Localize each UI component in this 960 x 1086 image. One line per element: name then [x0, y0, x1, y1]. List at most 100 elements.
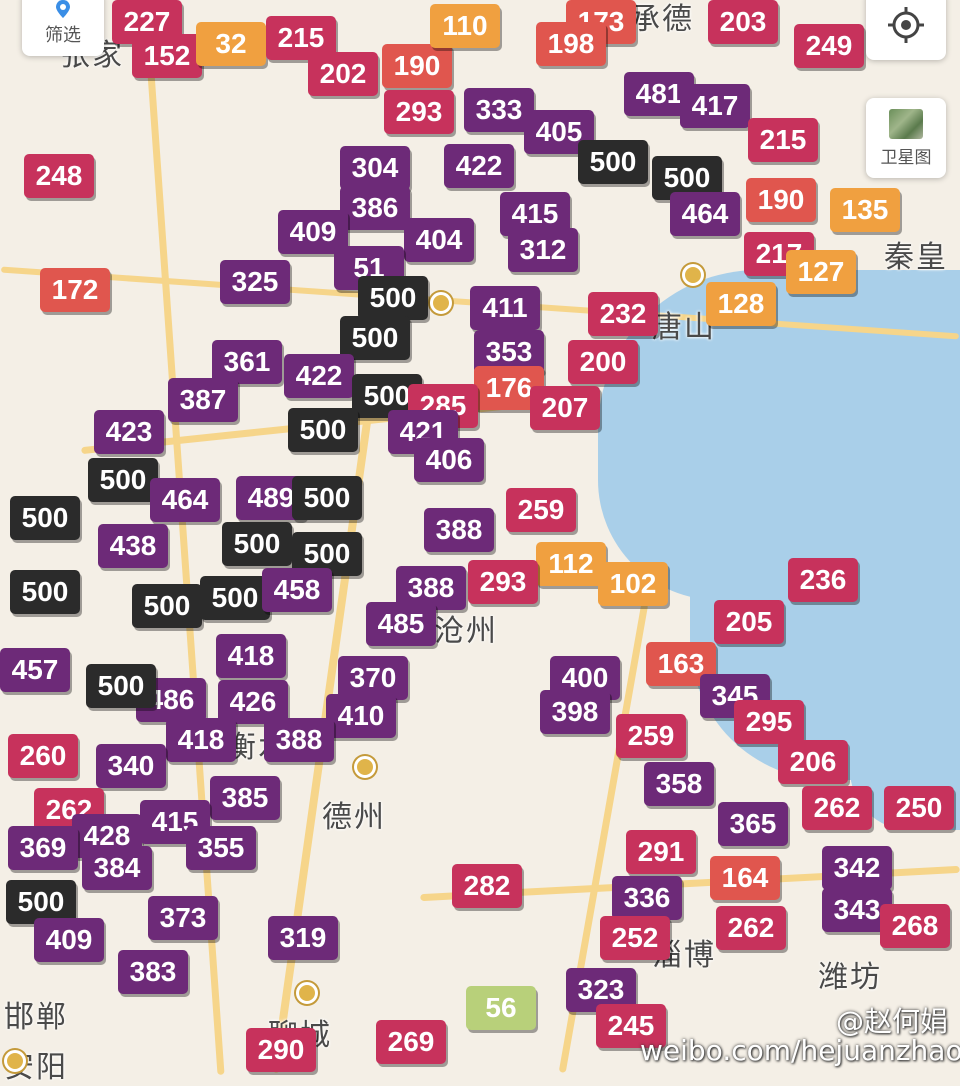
- aqi-marker[interactable]: 252: [600, 916, 670, 960]
- aqi-marker[interactable]: 232: [588, 292, 658, 336]
- aqi-marker[interactable]: 369: [8, 826, 78, 870]
- aqi-marker[interactable]: 500: [578, 140, 648, 184]
- aqi-marker[interactable]: 190: [746, 178, 816, 222]
- aqi-marker[interactable]: 411: [470, 286, 540, 330]
- aqi-marker[interactable]: 135: [830, 188, 900, 232]
- aqi-marker[interactable]: 398: [540, 690, 610, 734]
- aqi-marker[interactable]: 409: [278, 210, 348, 254]
- aqi-marker[interactable]: 202: [308, 52, 378, 96]
- aqi-marker[interactable]: 500: [200, 576, 270, 620]
- aqi-marker[interactable]: 262: [802, 786, 872, 830]
- aqi-marker[interactable]: 236: [788, 558, 858, 602]
- aqi-marker[interactable]: 215: [748, 118, 818, 162]
- locate-button[interactable]: [866, 0, 946, 60]
- aqi-marker[interactable]: 293: [468, 560, 538, 604]
- aqi-marker[interactable]: 333: [464, 88, 534, 132]
- aqi-marker[interactable]: 486: [136, 678, 206, 722]
- aqi-marker[interactable]: 250: [884, 786, 954, 830]
- aqi-marker[interactable]: 457: [0, 648, 70, 692]
- aqi-marker[interactable]: 248: [24, 154, 94, 198]
- aqi-marker[interactable]: 152: [132, 34, 202, 78]
- aqi-marker[interactable]: 361: [212, 340, 282, 384]
- aqi-marker[interactable]: 164: [710, 856, 780, 900]
- aqi-marker[interactable]: 500: [86, 664, 156, 708]
- aqi-marker[interactable]: 500: [292, 476, 362, 520]
- aqi-marker[interactable]: 293: [384, 90, 454, 134]
- aqi-marker[interactable]: 418: [166, 718, 236, 762]
- aqi-marker[interactable]: 426: [218, 680, 288, 724]
- aqi-marker[interactable]: 260: [8, 734, 78, 778]
- aqi-marker[interactable]: 128: [706, 282, 776, 326]
- aqi-marker[interactable]: 373: [148, 896, 218, 940]
- aqi-marker[interactable]: 386: [340, 186, 410, 230]
- aqi-marker[interactable]: 269: [376, 1020, 446, 1064]
- aqi-marker[interactable]: 325: [220, 260, 290, 304]
- aqi-marker[interactable]: 290: [246, 1028, 316, 1072]
- aqi-marker[interactable]: 423: [94, 410, 164, 454]
- aqi-marker[interactable]: 406: [414, 438, 484, 482]
- aqi-marker[interactable]: 56: [466, 986, 536, 1030]
- aqi-marker[interactable]: 268: [880, 904, 950, 948]
- aqi-marker[interactable]: 198: [536, 22, 606, 66]
- aqi-marker[interactable]: 500: [358, 276, 428, 320]
- aqi-marker[interactable]: 417: [680, 84, 750, 128]
- aqi-marker[interactable]: 500: [10, 570, 80, 614]
- aqi-marker[interactable]: 409: [34, 918, 104, 962]
- aqi-marker[interactable]: 422: [284, 354, 354, 398]
- aqi-marker[interactable]: 203: [708, 0, 778, 44]
- aqi-marker[interactable]: 312: [508, 228, 578, 272]
- aqi-marker[interactable]: 464: [670, 192, 740, 236]
- aqi-marker[interactable]: 358: [644, 762, 714, 806]
- aqi-marker[interactable]: 304: [340, 146, 410, 190]
- aqi-marker[interactable]: 370: [338, 656, 408, 700]
- aqi-marker[interactable]: 319: [268, 916, 338, 960]
- aqi-marker[interactable]: 163: [646, 642, 716, 686]
- aqi-marker[interactable]: 485: [366, 602, 436, 646]
- aqi-marker[interactable]: 464: [150, 478, 220, 522]
- aqi-marker[interactable]: 387: [168, 378, 238, 422]
- aqi-marker[interactable]: 205: [714, 600, 784, 644]
- aqi-marker[interactable]: 262: [716, 906, 786, 950]
- aqi-marker[interactable]: 282: [452, 864, 522, 908]
- satellite-toggle-button[interactable]: 卫星图: [866, 98, 946, 178]
- aqi-marker[interactable]: 418: [216, 634, 286, 678]
- aqi-marker[interactable]: 342: [822, 846, 892, 890]
- aqi-marker[interactable]: 415: [140, 800, 210, 844]
- aqi-marker[interactable]: 245: [596, 1004, 666, 1048]
- aqi-marker[interactable]: 422: [444, 144, 514, 188]
- aqi-marker[interactable]: 410: [326, 694, 396, 738]
- aqi-marker[interactable]: 500: [10, 496, 80, 540]
- aqi-marker[interactable]: 336: [612, 876, 682, 920]
- aqi-marker[interactable]: 500: [6, 880, 76, 924]
- aqi-marker[interactable]: 355: [186, 826, 256, 870]
- aqi-marker[interactable]: 383: [118, 950, 188, 994]
- aqi-marker[interactable]: 340: [96, 744, 166, 788]
- aqi-marker[interactable]: 385: [210, 776, 280, 820]
- aqi-marker[interactable]: 404: [404, 218, 474, 262]
- aqi-marker[interactable]: 438: [98, 524, 168, 568]
- aqi-marker[interactable]: 259: [506, 488, 576, 532]
- aqi-marker[interactable]: 172: [40, 268, 110, 312]
- aqi-marker[interactable]: 295: [734, 700, 804, 744]
- aqi-marker[interactable]: 291: [626, 830, 696, 874]
- filter-button[interactable]: 筛选: [22, 0, 104, 56]
- aqi-marker[interactable]: 127: [786, 250, 856, 294]
- aqi-marker[interactable]: 500: [292, 532, 362, 576]
- aqi-marker[interactable]: 388: [264, 718, 334, 762]
- aqi-marker[interactable]: 249: [794, 24, 864, 68]
- aqi-marker[interactable]: 500: [222, 522, 292, 566]
- aqi-marker[interactable]: 200: [568, 340, 638, 384]
- aqi-marker[interactable]: 206: [778, 740, 848, 784]
- aqi-marker[interactable]: 102: [598, 562, 668, 606]
- aqi-marker[interactable]: 388: [424, 508, 494, 552]
- aqi-marker[interactable]: 112: [536, 542, 606, 586]
- aqi-marker[interactable]: 500: [288, 408, 358, 452]
- aqi-marker[interactable]: 207: [530, 386, 600, 430]
- aqi-marker[interactable]: 259: [616, 714, 686, 758]
- aqi-marker[interactable]: 500: [88, 458, 158, 502]
- aqi-marker[interactable]: 32: [196, 22, 266, 66]
- aqi-marker[interactable]: 500: [340, 316, 410, 360]
- aqi-marker[interactable]: 365: [718, 802, 788, 846]
- aqi-marker[interactable]: 500: [132, 584, 202, 628]
